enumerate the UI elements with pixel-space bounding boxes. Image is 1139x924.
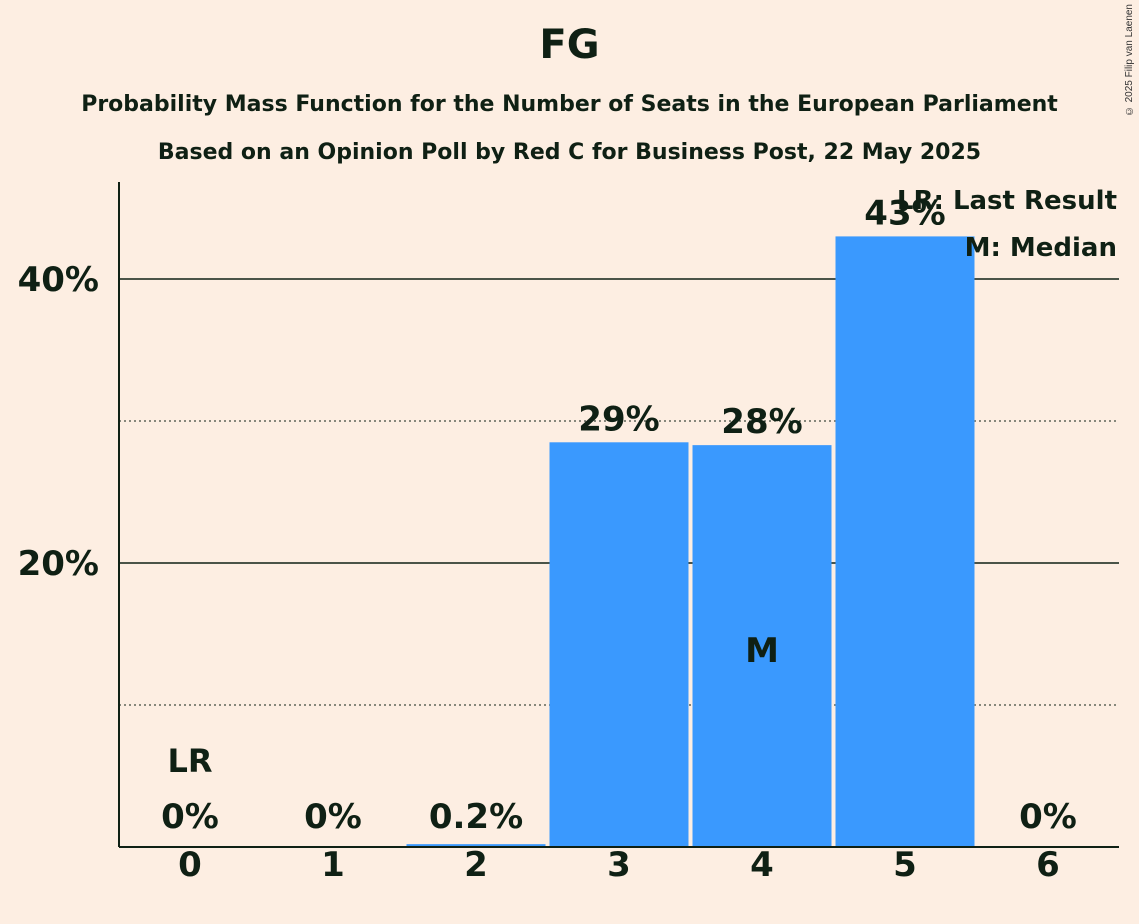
bar-2 <box>406 844 546 847</box>
chart-title: FG <box>539 22 600 68</box>
data-label: 0% <box>304 797 362 837</box>
legend-median: M: Median <box>965 233 1117 263</box>
bar-4 <box>692 445 832 847</box>
bar-5 <box>835 236 975 847</box>
chart-subtitle-2: Based on an Opinion Poll by Red C for Bu… <box>157 140 982 165</box>
data-label: 29% <box>578 399 659 439</box>
last-result-marker: LR <box>167 742 212 780</box>
legend-last-result: LR: Last Result <box>897 186 1117 216</box>
median-marker: M <box>745 631 779 671</box>
x-tick-label: 2 <box>464 845 488 885</box>
data-label: 0% <box>1019 797 1077 837</box>
data-label: 0% <box>161 797 219 837</box>
x-tick-label: 6 <box>1036 845 1060 885</box>
x-tick-label: 5 <box>893 845 917 885</box>
y-tick-label: 40% <box>18 260 99 300</box>
x-tick-label: 3 <box>607 845 631 885</box>
x-tick-label: 1 <box>321 845 345 885</box>
bar-3 <box>549 442 689 847</box>
x-tick-label: 4 <box>750 845 774 885</box>
data-label: 28% <box>721 402 802 442</box>
x-tick-label: 0 <box>178 845 202 885</box>
data-label: 0.2% <box>429 797 523 837</box>
data-label: 43% <box>864 193 945 233</box>
y-tick-label: 20% <box>18 544 99 584</box>
chart-subtitle-1: Probability Mass Function for the Number… <box>81 92 1058 117</box>
